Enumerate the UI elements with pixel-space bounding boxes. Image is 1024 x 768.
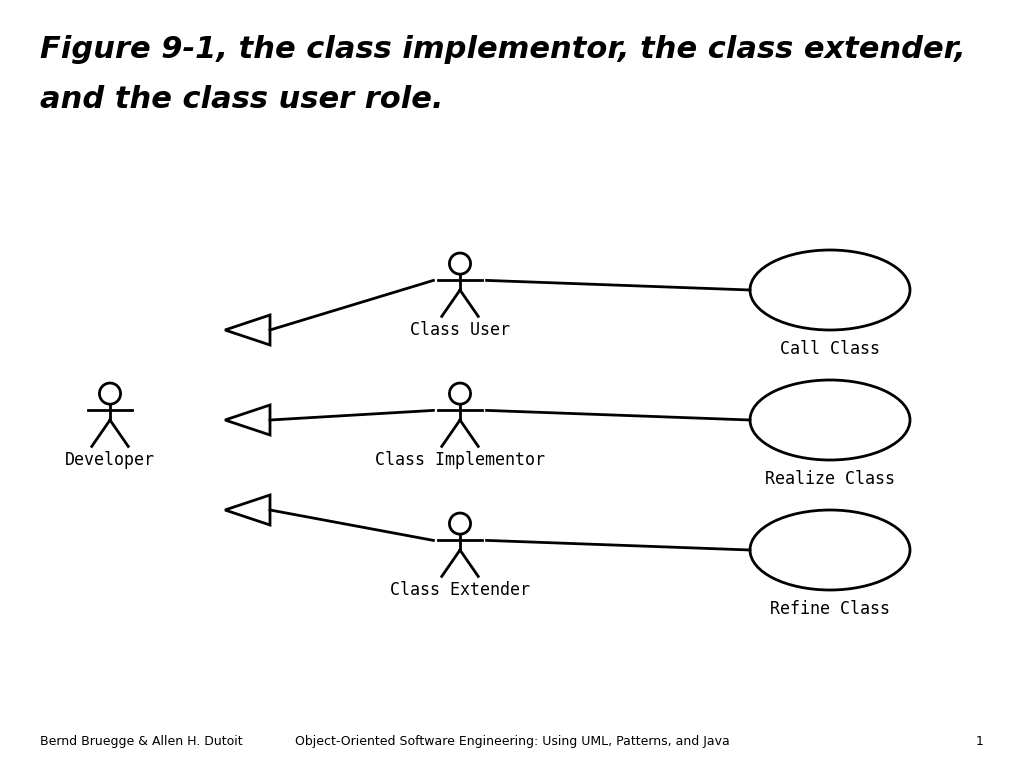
Text: Object-Oriented Software Engineering: Using UML, Patterns, and Java: Object-Oriented Software Engineering: Us… bbox=[295, 735, 729, 748]
Text: Class Extender: Class Extender bbox=[390, 581, 530, 599]
Text: Call Class: Call Class bbox=[780, 340, 880, 358]
Text: Class Implementor: Class Implementor bbox=[375, 452, 545, 469]
Text: 1: 1 bbox=[976, 735, 984, 748]
Text: Refine Class: Refine Class bbox=[770, 600, 890, 618]
Text: Realize Class: Realize Class bbox=[765, 470, 895, 488]
Text: Developer: Developer bbox=[65, 452, 155, 469]
Text: and the class user role.: and the class user role. bbox=[40, 85, 443, 114]
Text: Bernd Bruegge & Allen H. Dutoit: Bernd Bruegge & Allen H. Dutoit bbox=[40, 735, 243, 748]
Text: Figure 9-1, the class implementor, the class extender,: Figure 9-1, the class implementor, the c… bbox=[40, 35, 966, 64]
Text: Class User: Class User bbox=[410, 321, 510, 339]
